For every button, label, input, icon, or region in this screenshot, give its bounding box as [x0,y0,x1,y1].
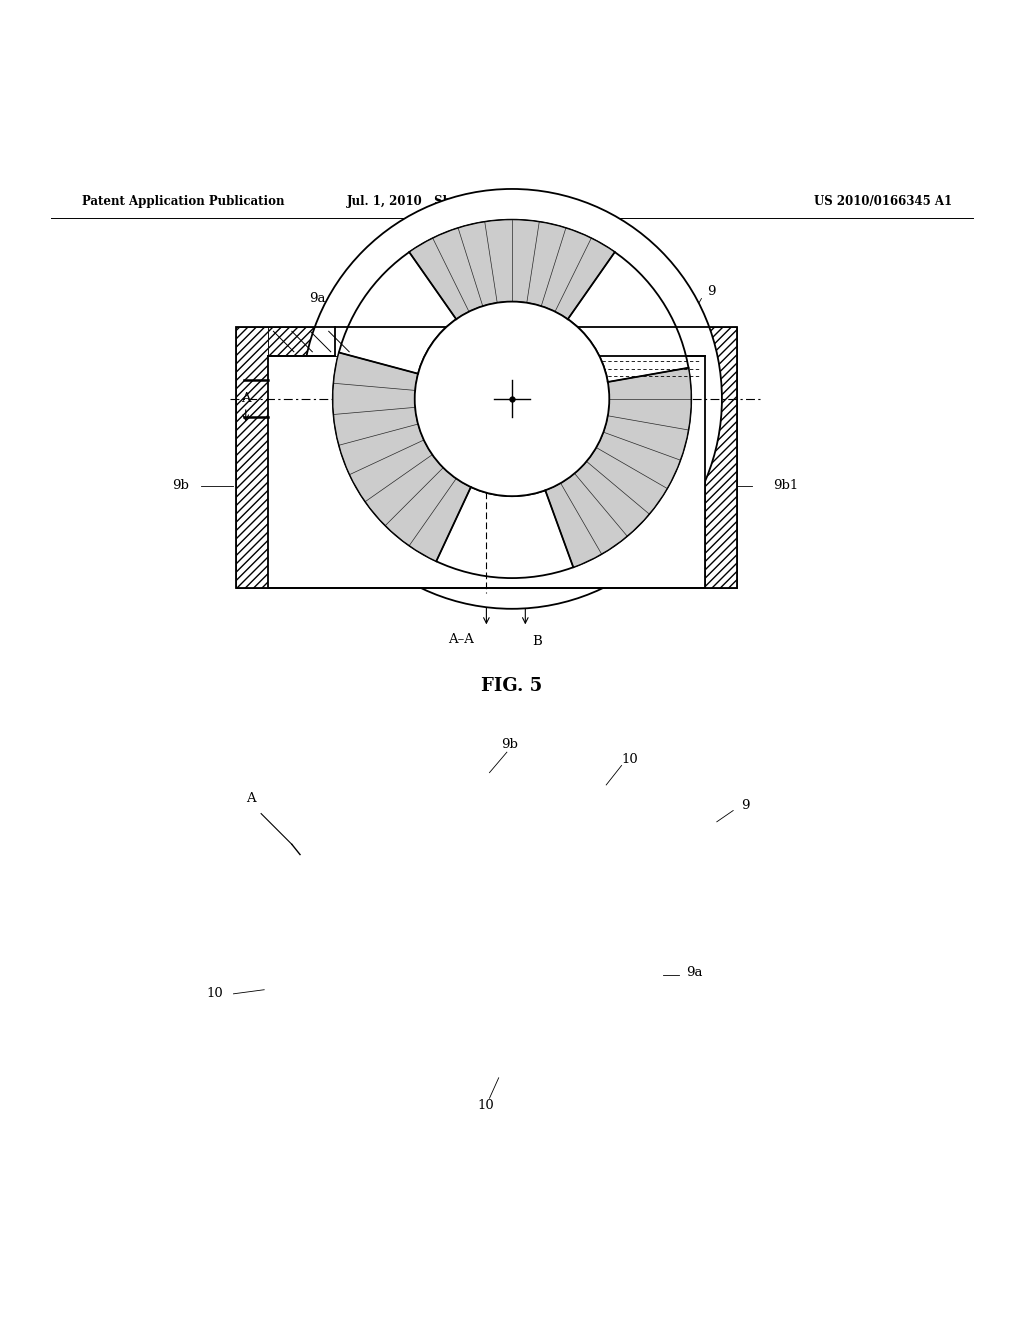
Polygon shape [705,327,737,589]
Text: 9b1: 9b1 [773,479,799,492]
Wedge shape [545,368,691,568]
Polygon shape [268,327,335,356]
Text: B: B [532,635,543,648]
Text: 9: 9 [708,285,716,298]
Circle shape [415,301,609,496]
Text: 10: 10 [570,454,587,467]
Text: A–A: A–A [447,634,474,645]
Text: A: A [241,392,251,405]
Text: 10: 10 [477,1100,494,1111]
Text: Patent Application Publication: Patent Application Publication [82,195,285,207]
Circle shape [302,189,722,609]
Circle shape [333,219,691,578]
Text: 10: 10 [207,987,223,1001]
Text: 9a2: 9a2 [497,292,521,305]
Wedge shape [410,219,614,319]
Text: US 2010/0166345 A1: US 2010/0166345 A1 [814,195,952,207]
Text: 9b2: 9b2 [566,536,591,549]
Text: FIG. 5: FIG. 5 [481,677,543,694]
Text: Jul. 1, 2010   Sheet 4 of 6: Jul. 1, 2010 Sheet 4 of 6 [346,195,514,207]
Text: 9a: 9a [309,292,326,305]
Text: 9a1: 9a1 [356,469,381,482]
Circle shape [415,301,609,496]
Polygon shape [268,356,705,589]
Polygon shape [335,327,527,356]
Text: 9b: 9b [502,738,518,751]
Polygon shape [527,327,705,356]
Text: 9: 9 [741,799,750,812]
Text: 9a: 9a [686,966,702,979]
Polygon shape [236,327,268,589]
Text: FIG. 4: FIG. 4 [481,248,543,267]
Wedge shape [333,352,471,561]
Text: 9b: 9b [173,479,189,492]
Text: 10: 10 [622,752,638,766]
Text: A: A [246,792,256,805]
